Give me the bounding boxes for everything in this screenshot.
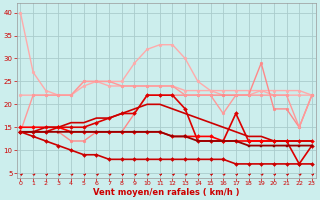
X-axis label: Vent moyen/en rafales ( km/h ): Vent moyen/en rafales ( km/h ): [93, 188, 239, 197]
